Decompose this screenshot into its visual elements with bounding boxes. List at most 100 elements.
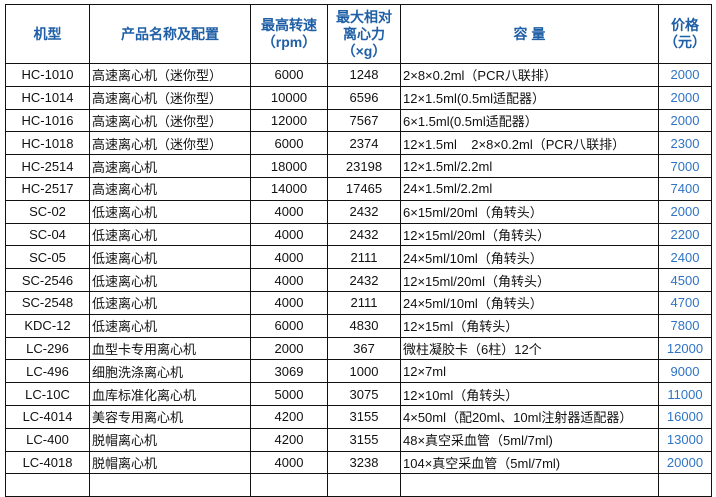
cell-product-name: 低速离心机 (89, 245, 251, 270)
cell-max-speed: 4000 (250, 450, 328, 475)
table-row: SC-05 低速离心机 4000 2111 24×5ml/10ml（角转头） 2400 (5, 245, 712, 270)
cell-product-name: 血库标准化离心机 (89, 382, 251, 406)
cell-price: 4500 (658, 268, 712, 292)
cell-max-rcf: 3155 (327, 427, 401, 452)
header-max-rcf: 最大相对 离心力 （×g） (327, 4, 401, 64)
cell-capacity: 24×5ml/10ml（角转头） (400, 290, 659, 315)
cell-max-speed: 6000 (250, 313, 328, 338)
cell-product-name: 脱帽离心机 (89, 427, 251, 452)
cell-capacity (400, 473, 659, 497)
cell-model: SC-04 (5, 222, 90, 247)
cell-capacity: 12×15ml（角转头） (400, 313, 659, 338)
cell-product-name: 高速离心机（迷你型） (89, 85, 251, 110)
cell-price: 2400 (658, 245, 712, 270)
cell-product-name: 高速离心机 (89, 154, 251, 178)
header-capacity: 容 量 (400, 4, 659, 64)
cell-max-rcf: 2432 (327, 268, 401, 292)
cell-capacity: 24×1.5ml/2.2ml (400, 176, 659, 201)
cell-capacity: 12×1.5ml(0.5ml适配器） (400, 85, 659, 110)
cell-product-name: 美容专用离心机 (89, 404, 251, 429)
cell-max-rcf: 4830 (327, 313, 401, 338)
cell-model: LC-10C (5, 382, 90, 406)
cell-price: 2000 (658, 63, 712, 87)
cell-product-name: 脱帽离心机 (89, 450, 251, 475)
cell-model: HC-2517 (5, 176, 90, 201)
cell-max-speed: 4000 (250, 245, 328, 270)
cell-product-name: 低速离心机 (89, 268, 251, 292)
cell-max-rcf: 23198 (327, 154, 401, 178)
table-row: HC-2517 高速离心机 14000 17465 24×1.5ml/2.2ml 7400 (5, 176, 712, 201)
cell-capacity: 6×1.5ml(0.5ml适配器） (400, 108, 659, 133)
cell-max-rcf: 7567 (327, 108, 401, 133)
cell-max-rcf: 2432 (327, 199, 401, 224)
cell-product-name: 低速离心机 (89, 313, 251, 338)
cell-price: 12000 (658, 336, 712, 361)
cell-max-rcf: 2432 (327, 222, 401, 247)
cell-product-name: 高速离心机（迷你型） (89, 131, 251, 156)
cell-max-speed: 6000 (250, 131, 328, 156)
cell-product-name: 低速离心机 (89, 290, 251, 315)
cell-max-speed: 2000 (250, 336, 328, 361)
cell-model: HC-1018 (5, 131, 90, 156)
cell-capacity: 微柱凝胶卡（6柱）12个 (400, 336, 659, 361)
cell-model: SC-02 (5, 199, 90, 224)
table-row: LC-296 血型卡专用离心机 2000 367 微柱凝胶卡（6柱）12个 12000 (5, 336, 712, 361)
cell-capacity: 12×1.5ml 2×8×0.2ml（PCR八联排） (400, 131, 659, 156)
price-table: 机型 产品名称及配置 最高转速 （rpm） 最大相对 离心力 （×g）容 量价格 （元… (5, 4, 712, 497)
cell-price: 2300 (658, 131, 712, 156)
cell-max-speed: 4000 (250, 222, 328, 247)
cell-max-rcf: 2374 (327, 131, 401, 156)
cell-max-rcf: 1248 (327, 63, 401, 87)
cell-price: 16000 (658, 404, 712, 429)
cell-max-speed: 6000 (250, 63, 328, 87)
header-row: 机型 产品名称及配置 最高转速 （rpm） 最大相对 离心力 （×g）容 量价格 （元… (5, 4, 712, 64)
cell-model: HC-2514 (5, 154, 90, 178)
cell-max-speed (250, 473, 328, 497)
table-row: HC-1014 高速离心机（迷你型） 10000 6596 12×1.5ml(0.5ml… (5, 85, 712, 110)
cell-capacity: 104×真空采血管（5ml/7ml) (400, 450, 659, 475)
table-row: SC-2546 低速离心机 4000 2432 12×15ml/20ml（角转头） 450… (5, 268, 712, 292)
cell-model: LC-496 (5, 359, 90, 384)
cell-model (5, 473, 90, 497)
cell-price: 11000 (658, 382, 712, 406)
cell-model: LC-296 (5, 336, 90, 361)
table-row: KDC-12 低速离心机 6000 4830 12×15ml（角转头） 7800 (5, 313, 712, 338)
cell-max-speed: 4000 (250, 199, 328, 224)
cell-price: 20000 (658, 450, 712, 475)
cell-capacity: 24×5ml/10ml（角转头） (400, 245, 659, 270)
cell-product-name (89, 473, 251, 497)
cell-product-name: 高速离心机（迷你型） (89, 108, 251, 133)
cell-price: 13000 (658, 427, 712, 452)
table-row: HC-2514 高速离心机 18000 23198 12×1.5ml/2.2ml 7000 (5, 154, 712, 178)
cell-model: SC-2548 (5, 290, 90, 315)
cell-capacity: 12×7ml (400, 359, 659, 384)
cell-max-speed: 4000 (250, 290, 328, 315)
table-row: LC-4018 脱帽离心机 4000 3238 104×真空采血管（5ml/7ml) 20… (5, 450, 712, 475)
cell-max-rcf: 367 (327, 336, 401, 361)
table-row: SC-02 低速离心机 4000 2432 6×15ml/20ml（角转头） 2000 (5, 199, 712, 224)
cell-model: KDC-12 (5, 313, 90, 338)
cell-product-name: 低速离心机 (89, 199, 251, 224)
cell-price: 2200 (658, 222, 712, 247)
cell-max-rcf: 17465 (327, 176, 401, 201)
cell-model: SC-05 (5, 245, 90, 270)
cell-price: 7800 (658, 313, 712, 338)
cell-price: 2000 (658, 199, 712, 224)
cell-price: 4700 (658, 290, 712, 315)
cell-max-rcf: 6596 (327, 85, 401, 110)
header-product-name: 产品名称及配置 (89, 4, 251, 64)
cell-capacity: 4×50ml（配20ml、10ml注射器适配器） (400, 404, 659, 429)
cell-capacity: 12×10ml（角转头） (400, 382, 659, 406)
header-price: 价格 （元） (658, 4, 712, 64)
cell-product-name: 细胞洗涤离心机 (89, 359, 251, 384)
header-model: 机型 (5, 4, 90, 64)
cell-max-rcf: 1000 (327, 359, 401, 384)
cell-capacity: 48×真空采血管（5ml/7ml) (400, 427, 659, 452)
cell-model: LC-4014 (5, 404, 90, 429)
cell-capacity: 12×1.5ml/2.2ml (400, 154, 659, 178)
cell-product-name: 高速离心机（迷你型） (89, 63, 251, 87)
cell-model: LC-400 (5, 427, 90, 452)
cell-price: 7000 (658, 154, 712, 178)
cell-price: 7400 (658, 176, 712, 201)
cell-max-speed: 4200 (250, 404, 328, 429)
